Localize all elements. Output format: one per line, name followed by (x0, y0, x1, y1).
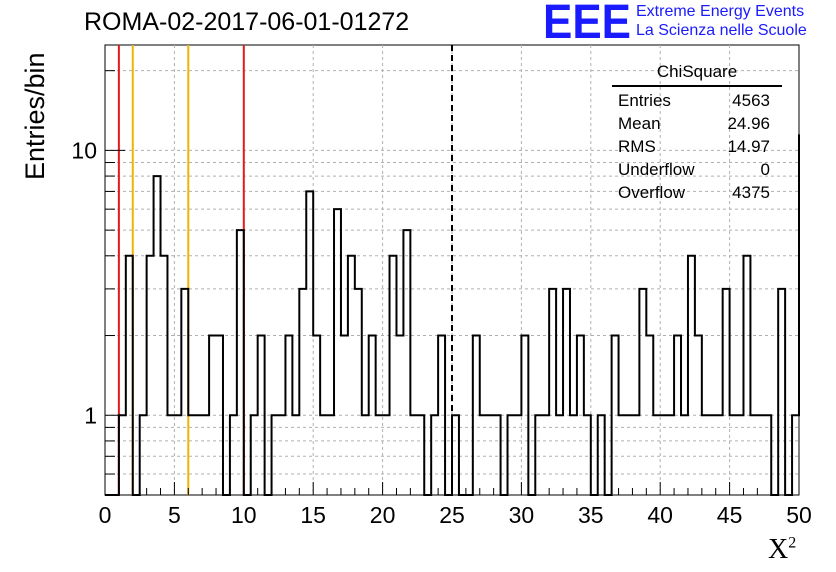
x-tick-label: 35 (578, 502, 604, 528)
eee-logo: EEE (543, 0, 635, 49)
x-axis-label-sup: 2 (788, 534, 797, 552)
stats-row-mean: Mean 24.96 (612, 112, 782, 135)
x-tick-label: 50 (786, 502, 812, 528)
x-axis-label-text: X (768, 534, 789, 565)
x-tick-label: 40 (647, 502, 673, 528)
stats-row-entries: Entries 4563 (612, 89, 782, 112)
logo-mark: EEE (543, 0, 631, 44)
stats-value: 4563 (732, 91, 770, 110)
stats-row-underflow: Underflow 0 (612, 158, 782, 181)
logo-text: Extreme Energy Events La Scienza nelle S… (636, 2, 807, 40)
stats-label: Overflow (618, 183, 686, 202)
stats-label: RMS (618, 137, 656, 156)
stats-row-rms: RMS 14.97 (612, 135, 782, 158)
y-axis-label: Entries/bin (20, 52, 50, 180)
y-tick-label: 10 (71, 137, 97, 163)
x-axis: 0 5 10 15 20 25 30 35 40 45 50 (99, 482, 812, 528)
x-tick-label: 10 (231, 502, 257, 528)
histogram-line (105, 134, 800, 496)
stats-value: 4375 (732, 183, 770, 202)
stats-value: 14.97 (727, 137, 770, 156)
logo-line1: Extreme Energy Events (636, 3, 805, 20)
x-axis-label: X2 (768, 534, 796, 566)
stats-row-overflow: Overflow 4375 (612, 181, 782, 204)
stats-box-title: ChiSquare (612, 62, 782, 87)
stats-label: Entries (618, 91, 671, 110)
stats-value: 0 (760, 160, 770, 179)
chart-title: ROMA-02-2017-06-01-01272 (84, 8, 410, 36)
stats-value: 24.96 (727, 114, 770, 133)
x-tick-label: 20 (370, 502, 396, 528)
stats-label: Underflow (618, 160, 695, 179)
x-tick-label: 30 (509, 502, 535, 528)
logo-line2: La Scienza nelle Scuole (636, 22, 807, 39)
x-tick-label: 25 (439, 502, 465, 528)
y-tick-label: 1 (84, 402, 97, 428)
x-tick-label: 45 (717, 502, 743, 528)
x-tick-label: 0 (99, 502, 112, 528)
x-tick-label: 15 (300, 502, 326, 528)
stats-label: Mean (618, 114, 661, 133)
y-axis: 1 10 (71, 70, 125, 475)
x-tick-label: 5 (168, 502, 181, 528)
stats-box: ChiSquare Entries 4563 Mean 24.96 RMS 14.97… (612, 62, 782, 204)
